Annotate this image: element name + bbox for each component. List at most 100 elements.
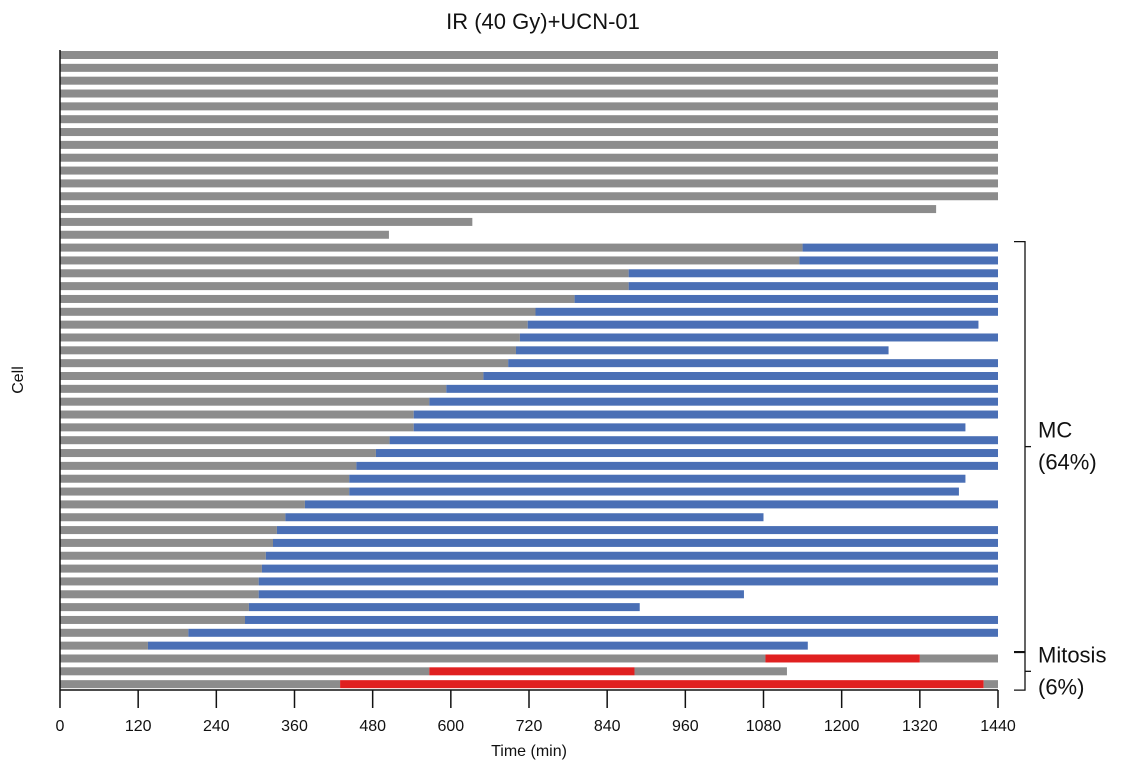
bar-cell-37-interphase-1	[60, 513, 286, 522]
bar-cell-17-interphase-1	[60, 256, 800, 265]
bar-cell-29-mc-2	[413, 410, 998, 419]
bar-cell-24-interphase-1	[60, 346, 516, 355]
bar-cell-3-interphase-1	[60, 76, 998, 85]
bar-cell-1-interphase-1	[60, 51, 998, 59]
bar-cell-47-interphase-1	[60, 641, 148, 650]
bar-cell-9-interphase-1	[60, 153, 998, 162]
x-ticks: 0 120 240 360 480 600 720 840 960 1080 1200 1320 144…	[56, 690, 1016, 735]
bar-cell-25-interphase-1	[60, 359, 509, 368]
bar-cell-50-interphase-3	[983, 680, 998, 689]
bar-cell-40-interphase-1	[60, 551, 266, 560]
bar-cell-21-interphase-1	[60, 307, 536, 316]
bar-cell-37-mc-2	[285, 513, 764, 522]
bar-cell-27-interphase-1	[60, 384, 447, 393]
bar-cell-39-interphase-1	[60, 538, 273, 547]
bar-cell-12-interphase-1	[60, 192, 998, 201]
bar-cell-33-interphase-1	[60, 461, 357, 470]
x-tick-label-960: 960	[672, 718, 699, 735]
bar-cell-25-mc-2	[508, 359, 998, 368]
bar-cell-34-interphase-1	[60, 474, 350, 483]
bar-cell-47-mc-2	[147, 641, 808, 650]
bar-cell-31-mc-2	[389, 436, 999, 445]
bar-cell-13-interphase-1	[60, 205, 937, 214]
bracket-1-label-2: (64%)	[1038, 450, 1097, 475]
x-tick-label-720: 720	[516, 718, 543, 735]
bracket-2-label-2: (6%)	[1038, 674, 1084, 699]
bar-cell-28-interphase-1	[60, 397, 430, 406]
bracket-1	[1014, 240, 1026, 653]
x-tick-label-1080: 1080	[746, 718, 782, 735]
bracket-2-label-1: Mitosis	[1038, 642, 1106, 667]
x-tick-label-120: 120	[125, 718, 152, 735]
bar-cell-46-mc-2	[188, 628, 998, 637]
bar-cell-23-mc-2	[519, 333, 998, 342]
bar-cell-20-interphase-1	[60, 294, 575, 303]
bar-cell-17-mc-2	[799, 256, 998, 265]
bar-cell-14-interphase-1	[60, 217, 473, 226]
bar-cell-21-mc-2	[535, 307, 998, 316]
y-axis-title: Cell	[10, 366, 27, 394]
bar-cell-48-mitosis-2	[765, 654, 920, 663]
bar-cell-22-mc-2	[527, 320, 979, 329]
bar-cell-19-mc-2	[628, 282, 998, 291]
bar-cell-38-mc-2	[276, 526, 998, 535]
x-tick-label-840: 840	[594, 718, 621, 735]
bar-cell-44-interphase-1	[60, 603, 249, 612]
bar-cell-43-mc-2	[258, 590, 744, 599]
bar-cell-20-mc-2	[574, 294, 998, 303]
bar-cell-16-mc-2	[802, 243, 998, 252]
bar-cell-42-interphase-1	[60, 577, 259, 586]
bar-cell-32-interphase-1	[60, 449, 376, 458]
bar-cell-27-mc-2	[446, 384, 998, 393]
bracket-1-label-1: MC	[1038, 418, 1072, 443]
bar-cell-41-mc-2	[261, 564, 998, 573]
bar-cell-16-interphase-1	[60, 243, 803, 252]
x-tick-label-600: 600	[437, 718, 464, 735]
bar-cell-41-interphase-1	[60, 564, 262, 573]
bar-cell-29-interphase-1	[60, 410, 414, 419]
x-tick-label-360: 360	[281, 718, 308, 735]
bar-cell-50-mitosis-2	[340, 680, 984, 689]
annotations: MC (64%) Mitosis (6%)	[1014, 240, 1106, 699]
bar-cell-36-interphase-1	[60, 500, 305, 509]
bar-cell-39-mc-2	[273, 538, 998, 547]
bar-cell-8-interphase-1	[60, 140, 998, 149]
bar-cell-30-interphase-1	[60, 423, 414, 432]
bar-cell-10-interphase-1	[60, 166, 998, 175]
x-tick-label-240: 240	[203, 718, 230, 735]
bar-cell-48-interphase-1	[60, 654, 766, 663]
bar-cell-42-mc-2	[258, 577, 998, 586]
bar-cell-43-interphase-1	[60, 590, 259, 599]
bar-cell-46-interphase-1	[60, 628, 189, 637]
bar-cell-6-interphase-1	[60, 115, 998, 124]
x-tick-label-0: 0	[56, 718, 65, 735]
bar-cell-40-mc-2	[265, 551, 999, 560]
bar-cell-19-interphase-1	[60, 282, 629, 291]
bar-cell-26-interphase-1	[60, 372, 484, 380]
bar-cell-38-interphase-1	[60, 526, 277, 535]
bracket-2	[1014, 651, 1026, 691]
bar-cell-44-mc-2	[248, 603, 640, 612]
bar-cell-49-mitosis-2	[429, 667, 635, 676]
bar-cell-33-mc-2	[356, 461, 998, 470]
bar-cell-50-interphase-1	[60, 680, 341, 689]
x-tick-label-1320: 1320	[902, 718, 938, 735]
bar-cell-35-mc-2	[349, 487, 959, 496]
bar-cell-49-interphase-1	[60, 667, 430, 676]
bar-cell-26-mc-2	[483, 372, 998, 380]
bar-cell-24-mc-2	[515, 346, 889, 355]
bar-cell-2-interphase-1	[60, 63, 998, 72]
bar-cell-34-mc-2	[349, 474, 966, 483]
bar-cell-49-interphase-3	[634, 667, 787, 676]
bar-cell-32-mc-2	[375, 449, 998, 458]
bar-cell-18-mc-2	[628, 269, 998, 278]
bar-cell-45-mc-2	[244, 615, 999, 624]
bar-cell-7-interphase-1	[60, 128, 998, 137]
bar-cell-22-interphase-1	[60, 320, 528, 329]
bar-cell-28-mc-2	[429, 397, 999, 406]
x-axis-title: Time (min)	[491, 743, 567, 760]
bar-cell-35-interphase-1	[60, 487, 350, 496]
bar-cell-18-interphase-1	[60, 269, 629, 278]
bar-cell-11-interphase-1	[60, 179, 998, 188]
